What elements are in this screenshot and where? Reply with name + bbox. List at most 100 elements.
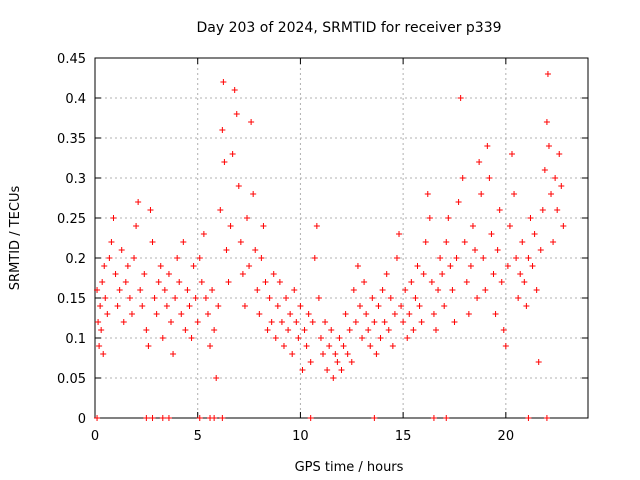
data-point: [377, 335, 384, 341]
data-point: [94, 287, 101, 293]
zero-data-point: [525, 415, 532, 421]
data-point: [287, 311, 294, 317]
data-point: [461, 239, 468, 245]
data-point: [291, 287, 298, 293]
data-point: [511, 191, 518, 197]
data-point: [295, 335, 302, 341]
data-point: [356, 303, 363, 309]
data-point: [430, 311, 437, 317]
zero-data-point: [211, 415, 218, 421]
data-point: [299, 367, 306, 373]
data-point: [484, 143, 491, 149]
data-point: [552, 175, 559, 181]
data-point: [338, 367, 345, 373]
data-point: [332, 351, 339, 357]
data-point: [137, 287, 144, 293]
data-point: [352, 319, 359, 325]
data-point: [414, 263, 421, 269]
data-point: [188, 335, 195, 341]
data-point: [494, 247, 501, 253]
data-point: [233, 111, 240, 117]
zero-data-point: [159, 415, 166, 421]
data-point: [354, 263, 361, 269]
data-point: [500, 327, 507, 333]
data-point: [264, 327, 271, 333]
y-tick-label: 0: [78, 412, 86, 427]
data-point: [182, 327, 189, 333]
data-point: [558, 183, 565, 189]
data-point: [389, 343, 396, 349]
data-point: [276, 279, 283, 285]
data-point: [217, 207, 224, 213]
data-point: [379, 287, 386, 293]
data-point: [453, 255, 460, 261]
data-point: [488, 231, 495, 237]
x-tick-label: 5: [194, 429, 202, 444]
data-point: [239, 271, 246, 277]
data-point: [443, 239, 450, 245]
data-point: [344, 351, 351, 357]
data-point: [560, 223, 567, 229]
data-points: [94, 71, 567, 421]
data-point: [350, 287, 357, 293]
data-point: [324, 367, 331, 373]
data-point: [330, 375, 337, 381]
data-point: [227, 223, 234, 229]
data-point: [492, 311, 499, 317]
data-point: [554, 207, 561, 213]
data-point: [149, 239, 156, 245]
data-point: [126, 295, 133, 301]
data-point: [474, 295, 481, 301]
data-point: [95, 319, 102, 325]
data-point: [367, 343, 374, 349]
data-point: [139, 303, 146, 309]
data-point: [289, 351, 296, 357]
data-point: [476, 159, 483, 165]
data-point: [313, 223, 320, 229]
data-point: [163, 303, 170, 309]
data-point: [161, 287, 168, 293]
y-tick-label: 0.1: [65, 332, 86, 347]
data-point: [315, 295, 322, 301]
data-point: [303, 343, 310, 349]
data-point: [535, 359, 542, 365]
data-point: [463, 279, 470, 285]
x-tick-label: 10: [292, 429, 309, 444]
data-point: [486, 175, 493, 181]
axis-ticks: 0 0.05 0.1 0.15 0.2 0.25 0.3 0.35 0.4 0.45 0 5 10 15 2…: [57, 52, 588, 444]
data-point: [537, 247, 544, 253]
data-point: [180, 239, 187, 245]
data-point: [490, 271, 497, 277]
zero-data-point: [149, 415, 156, 421]
data-point: [521, 279, 528, 285]
data-point: [472, 247, 479, 253]
data-point: [469, 223, 476, 229]
data-point: [223, 247, 230, 253]
data-point: [447, 263, 454, 269]
y-tick-label: 0.25: [57, 212, 86, 227]
data-point: [544, 71, 551, 77]
data-point: [326, 343, 333, 349]
data-point: [145, 343, 152, 349]
data-point: [178, 311, 185, 317]
data-point: [400, 319, 407, 325]
data-point: [244, 215, 251, 221]
zero-data-point: [94, 415, 101, 421]
data-point: [151, 295, 158, 301]
data-point: [381, 319, 388, 325]
data-point: [204, 311, 211, 317]
data-point: [441, 303, 448, 309]
y-tick-label: 0.05: [57, 372, 86, 387]
data-point: [174, 255, 181, 261]
data-point: [215, 303, 222, 309]
data-point: [504, 263, 511, 269]
data-point: [422, 239, 429, 245]
data-point: [449, 287, 456, 293]
data-point: [168, 319, 175, 325]
data-point: [297, 303, 304, 309]
data-point: [97, 303, 104, 309]
zero-data-point: [307, 415, 314, 421]
y-tick-label: 0.15: [57, 292, 86, 307]
